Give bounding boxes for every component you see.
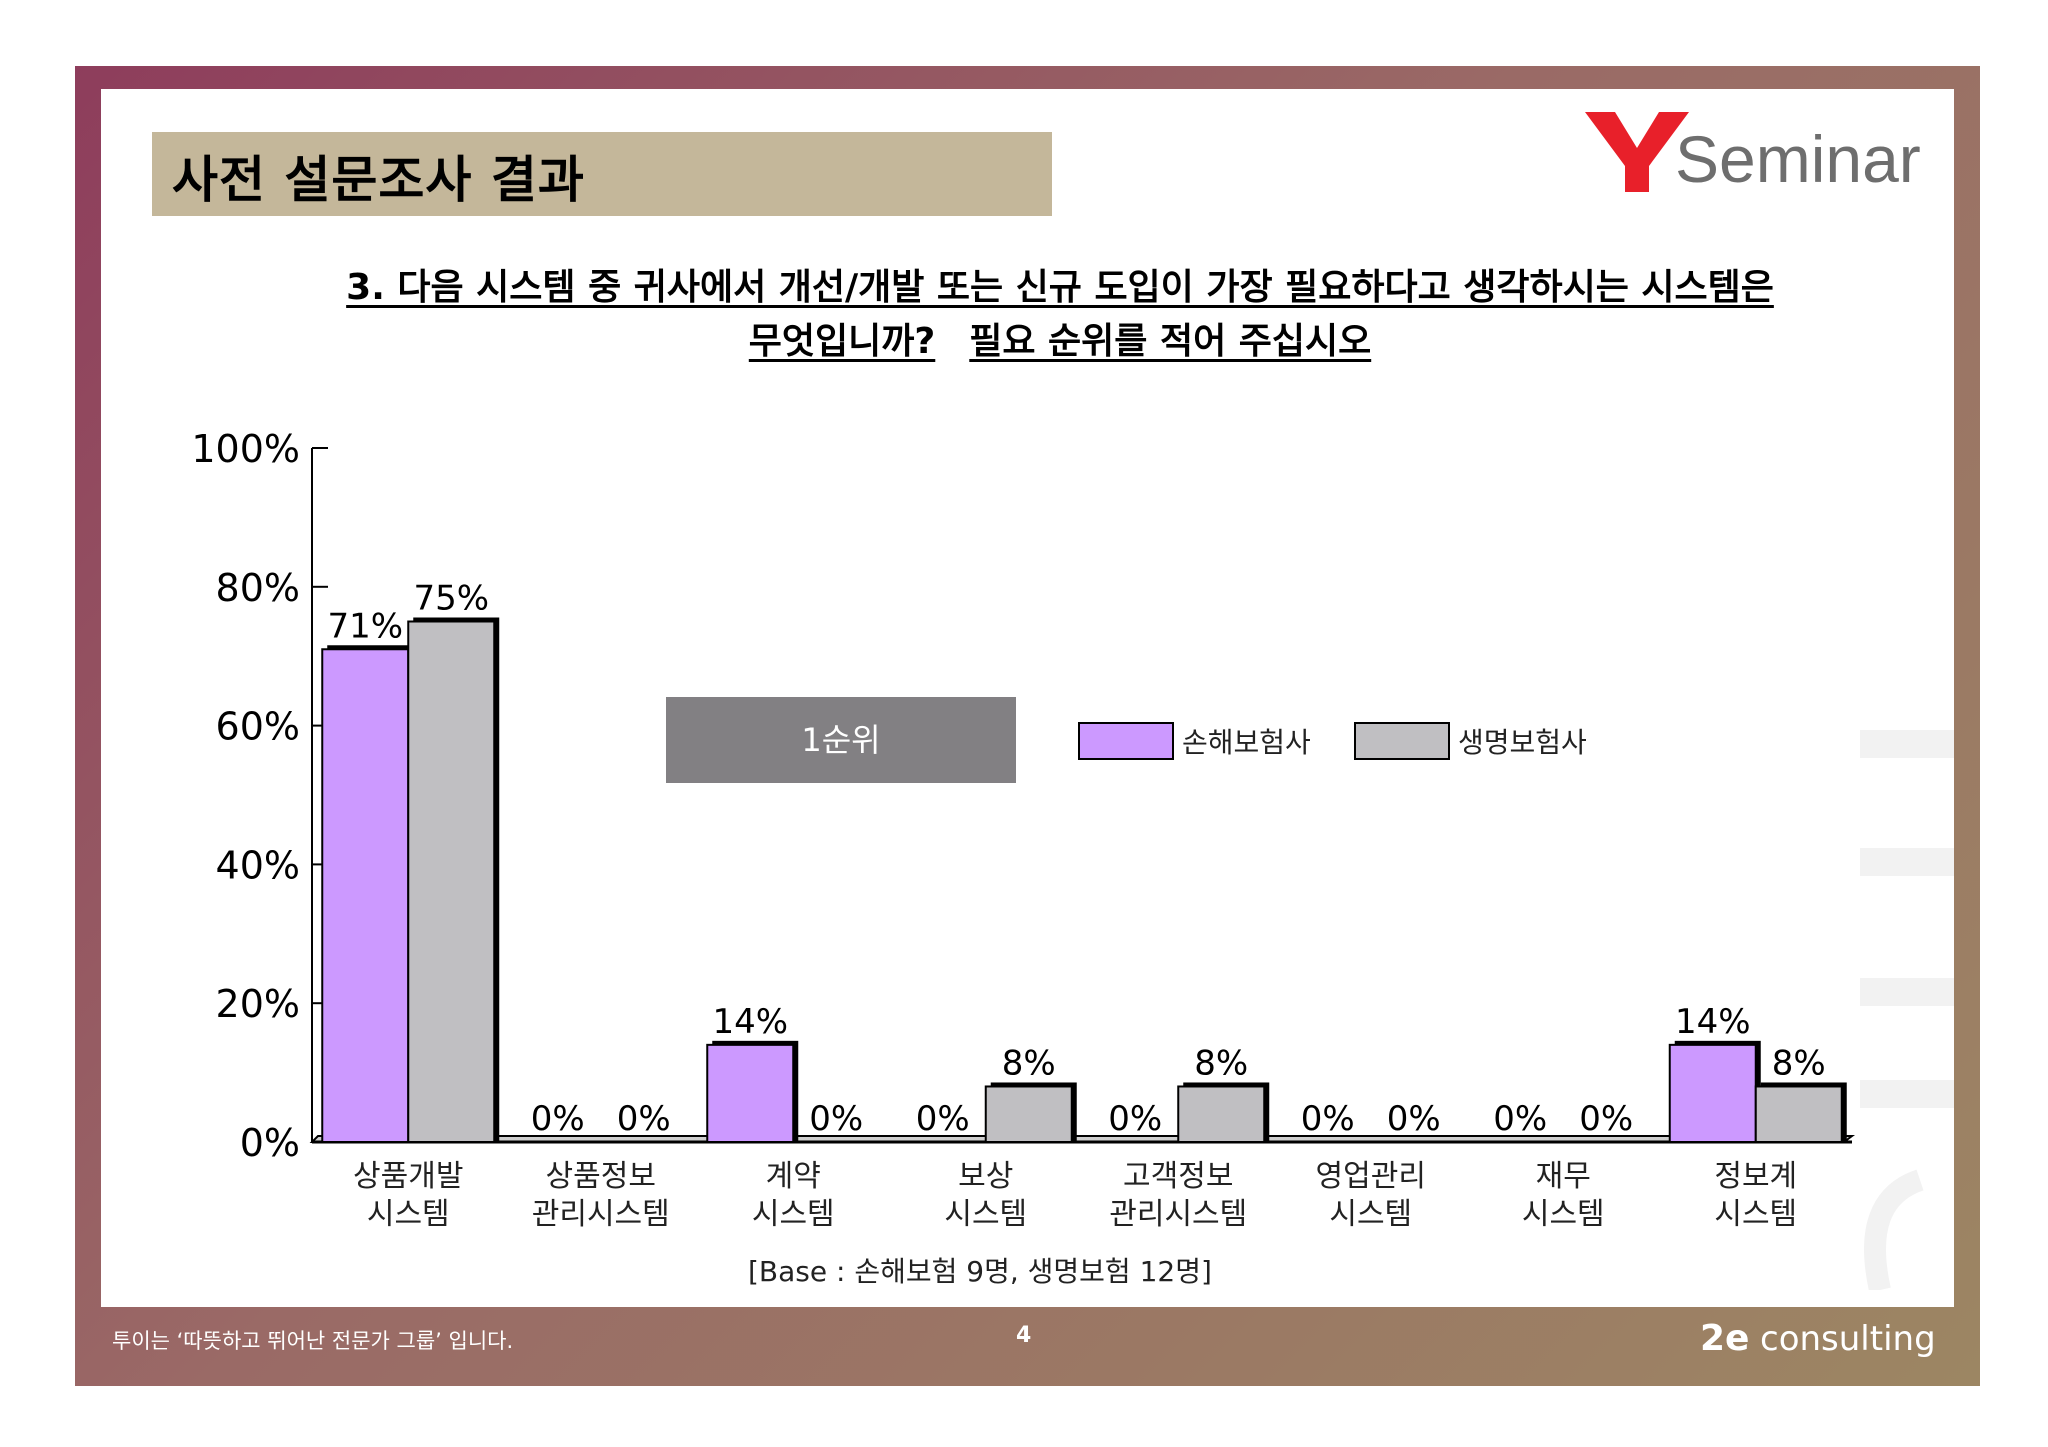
category-label: 시스템 xyxy=(1329,1197,1412,1232)
data-label: 0% xyxy=(617,1099,671,1139)
data-label: 8% xyxy=(1194,1043,1248,1083)
base-note: [Base : 손해보험 9명, 생명보험 12명] xyxy=(748,1255,1212,1288)
2e-consulting-logo: 2e consulting xyxy=(1700,1318,1936,1359)
category-label: 시스템 xyxy=(944,1197,1027,1232)
data-label: 14% xyxy=(712,1002,788,1042)
data-label: 8% xyxy=(1772,1043,1826,1083)
logo-y-mark xyxy=(1585,112,1689,192)
data-label: 8% xyxy=(1002,1043,1056,1083)
page-number: 4 xyxy=(1016,1323,1032,1348)
category-label: 시스템 xyxy=(1714,1197,1797,1232)
bar-1 xyxy=(1668,1043,1757,1143)
legend-label-series2: 생명보험사 xyxy=(1458,726,1587,759)
data-label: 0% xyxy=(531,1099,585,1139)
y-seminar-logo: Seminar xyxy=(1585,112,1921,196)
category-label: 상품정보 xyxy=(546,1159,656,1194)
category-label: 고객정보 xyxy=(1123,1159,1233,1194)
category-label: 관리시스템 xyxy=(1109,1197,1247,1232)
category-label: 관리시스템 xyxy=(532,1197,670,1232)
data-label: 0% xyxy=(916,1099,970,1139)
legend-label-series1: 손해보험사 xyxy=(1182,726,1311,759)
data-label: 0% xyxy=(1387,1099,1441,1139)
question-line-2: 무엇입니까? 필요 순위를 적어 주십시오 xyxy=(300,312,1820,364)
bar-2 xyxy=(407,620,496,1143)
data-label: 0% xyxy=(1493,1099,1547,1139)
y-tick-label: 0% xyxy=(240,1121,300,1165)
category-label: 재무 xyxy=(1536,1159,1591,1194)
legend-item-series2: 생명보험사 xyxy=(1354,720,1587,762)
category-label: 계약 xyxy=(766,1159,821,1194)
title-bar xyxy=(152,132,1052,216)
data-label: 0% xyxy=(1108,1099,1162,1139)
background-watermark xyxy=(1860,730,1954,1290)
question-text-2b: 필요 순위를 적어 주십시오 xyxy=(969,321,1372,362)
legend-item-series1: 손해보험사 xyxy=(1078,720,1311,762)
data-label: 14% xyxy=(1675,1002,1751,1042)
y-tick-label: 40% xyxy=(216,843,300,887)
question-text-2a: 무엇입니까? xyxy=(748,321,936,362)
category-label: 영업관리 xyxy=(1316,1159,1426,1194)
bar-2 xyxy=(1177,1085,1266,1143)
legend-swatch-series2 xyxy=(1354,722,1450,760)
question-line-1: 3. 다음 시스템 중 귀사에서 개선/개발 또는 신규 도입이 가장 필요하다… xyxy=(300,258,1820,310)
category-label: 보상 xyxy=(958,1159,1013,1194)
footer-logo-mark: 2e xyxy=(1700,1318,1749,1359)
category-label: 시스템 xyxy=(752,1197,835,1232)
question-text-1: 3. 다음 시스템 중 귀사에서 개선/개발 또는 신규 도입이 가장 필요하다… xyxy=(346,267,1774,308)
footer-logo-text: consulting xyxy=(1760,1319,1936,1359)
data-label: 75% xyxy=(413,579,489,619)
data-label: 0% xyxy=(809,1099,863,1139)
data-label: 0% xyxy=(1579,1099,1633,1139)
page-title: 사전 설문조사 결과 xyxy=(172,151,585,209)
data-label: 71% xyxy=(327,606,403,646)
bar-2 xyxy=(984,1085,1073,1143)
category-label: 시스템 xyxy=(367,1197,450,1232)
bar-2 xyxy=(1754,1085,1843,1143)
bar-1 xyxy=(321,648,410,1143)
bar-1 xyxy=(706,1043,795,1143)
category-label: 시스템 xyxy=(1522,1197,1605,1232)
category-label: 상품개발 xyxy=(353,1159,463,1194)
legend-swatch-series1 xyxy=(1078,722,1174,760)
y-tick-label: 80% xyxy=(216,566,300,610)
footer-slogan: 투이는 ‘따뜻하고 뛰어난 전문가 그룹’ 입니다. xyxy=(112,1329,514,1353)
logo-text: Seminar xyxy=(1675,122,1921,196)
y-tick-label: 60% xyxy=(216,705,300,749)
rank-label-box: 1순위 xyxy=(666,697,1016,783)
y-tick-label: 100% xyxy=(191,427,300,471)
data-label: 0% xyxy=(1301,1099,1355,1139)
category-label: 정보계 xyxy=(1714,1159,1797,1194)
y-tick-label: 20% xyxy=(216,982,300,1026)
